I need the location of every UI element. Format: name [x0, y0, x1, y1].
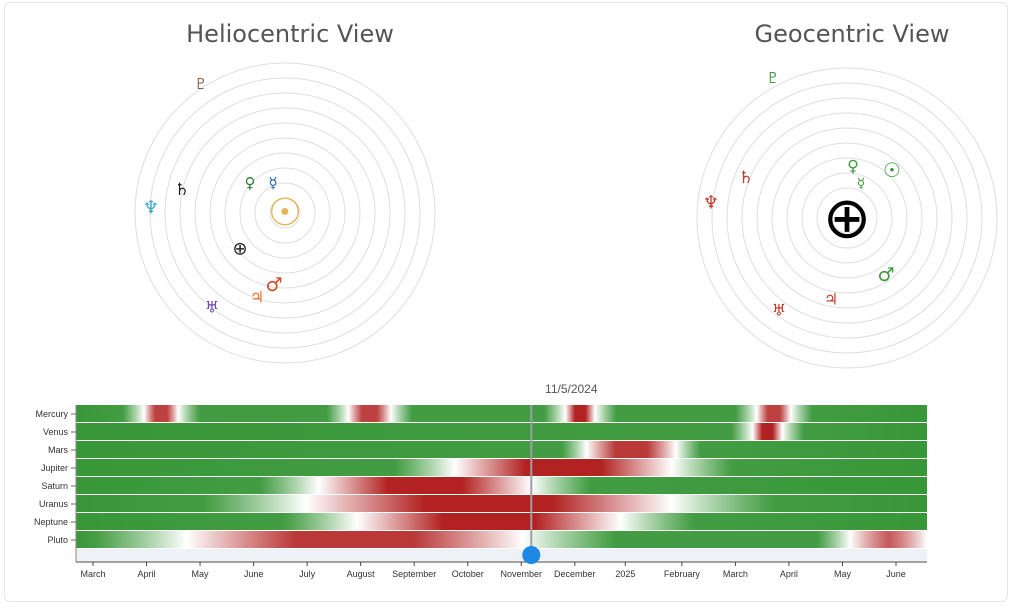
geocentric-title: Geocentric View [754, 20, 950, 48]
planet-label: Mercury [35, 409, 68, 419]
retrograde-timeline[interactable]: Mercury Venus Mars Jupiter Saturn Uranus Neptu… [34, 382, 927, 579]
jupiter-icon[interactable]: ♃ [824, 290, 838, 309]
venus-icon[interactable]: ♀ [847, 157, 859, 176]
planet-label: Pluto [47, 535, 68, 545]
sun-icon: ☉ [268, 191, 302, 236]
timeline-row-uranus[interactable] [76, 495, 927, 512]
orbit-ring [756, 127, 938, 309]
timeline-row-pluto[interactable] [76, 531, 927, 548]
orbit-ring [224, 152, 346, 274]
orbit-ring [801, 172, 893, 264]
orbit-ring [831, 202, 863, 234]
mars-icon[interactable]: ♂ [265, 274, 282, 296]
earth-icon: ⊕ [823, 185, 871, 252]
mercury-icon[interactable]: ☿ [268, 174, 277, 192]
orbit-ring [134, 62, 436, 364]
orbit-ring [816, 187, 878, 249]
sun-icon[interactable]: ☉ [883, 158, 901, 182]
orbit-ring [726, 97, 968, 339]
neptune-icon[interactable]: ♆ [143, 198, 159, 219]
pluto-icon[interactable]: ♇ [194, 75, 207, 93]
orbit-ring [269, 197, 301, 229]
orbit-ring [711, 82, 983, 354]
timeline-row-jupiter[interactable] [76, 459, 927, 476]
orbit-ring [149, 77, 421, 349]
orbit-ring [254, 182, 316, 244]
saturn-icon[interactable]: ♄ [174, 180, 189, 200]
month-tick-label: July [299, 569, 316, 579]
uranus-icon[interactable]: ♅ [205, 298, 219, 317]
month-tick-label: May [834, 569, 852, 579]
orbit-ring [179, 107, 391, 319]
current-date-label: 11/5/2024 [545, 382, 598, 396]
time-slider-handle[interactable] [522, 546, 541, 564]
month-tick-label: May [192, 569, 210, 579]
timeline-row-mars[interactable] [76, 441, 927, 458]
month-tick-label: March [723, 569, 748, 579]
neptune-icon[interactable]: ♆ [703, 193, 719, 214]
orbit-ring [696, 67, 998, 369]
month-tick-label: April [138, 569, 156, 579]
month-tick-label: April [780, 569, 798, 579]
month-tick-label: March [80, 569, 105, 579]
orbit-ring [209, 137, 361, 289]
venus-icon[interactable]: ♀ [245, 174, 256, 192]
orbit-ring [239, 167, 331, 259]
timeline-row-venus[interactable] [76, 423, 927, 440]
planet-label: Mars [48, 445, 68, 455]
month-tick-label: 2025 [615, 569, 635, 579]
timeline-row-saturn[interactable] [76, 477, 927, 494]
planet-label: Saturn [41, 481, 68, 491]
month-tick-label: August [347, 569, 376, 579]
timeline-row-neptune[interactable] [76, 513, 927, 530]
uranus-icon[interactable]: ♅ [772, 301, 786, 320]
timeline-row-mercury[interactable] [76, 405, 927, 422]
planet-label: Venus [43, 427, 69, 437]
time-slider-track[interactable] [76, 549, 927, 561]
heliocentric-view: ☉ ♇ ♄ ♀ ☿ ♆ ⊕ ♂♃ ♅ [134, 62, 436, 364]
planet-label: Neptune [34, 517, 68, 527]
geocentric-view: ⊕ ♇ ♀ ☉ ☿ ♄ ♆ ♂ ♃ ♅ [696, 67, 998, 369]
heliocentric-title: Heliocentric View [186, 20, 394, 48]
orbit-ring [786, 157, 908, 279]
month-tick-label: November [501, 569, 543, 579]
jupiter-icon[interactable]: ♃ [250, 288, 264, 307]
orbit-ring [194, 122, 376, 304]
planet-label: Uranus [39, 499, 69, 509]
saturn-icon[interactable]: ♄ [738, 168, 753, 188]
month-tick-label: September [392, 569, 436, 579]
earth-icon[interactable]: ⊕ [232, 239, 247, 260]
orbit-ring [771, 142, 923, 294]
month-tick-label: June [244, 569, 264, 579]
orbit-ring [164, 92, 406, 334]
orbit-ring [741, 112, 953, 324]
month-tick-label: February [664, 569, 701, 579]
mars-icon[interactable]: ♂ [877, 264, 894, 286]
planet-label: Jupiter [41, 463, 68, 473]
mercury-icon[interactable]: ☿ [857, 176, 866, 192]
pluto-icon[interactable]: ♇ [766, 69, 779, 87]
month-tick-label: December [554, 569, 596, 579]
month-tick-label: October [452, 569, 484, 579]
month-tick-label: June [886, 569, 906, 579]
